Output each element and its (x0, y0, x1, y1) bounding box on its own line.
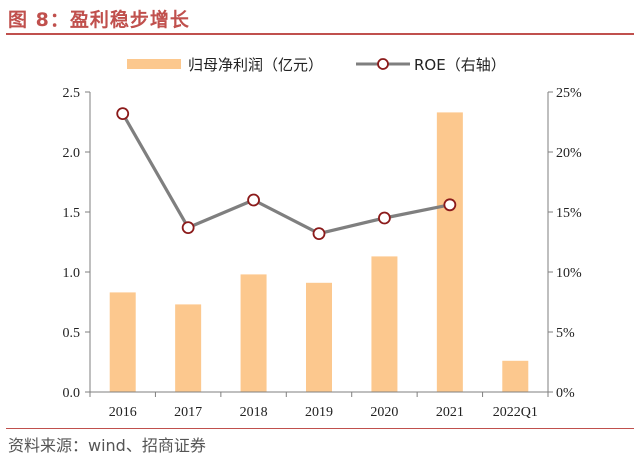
figure-header: 图 8：盈利稳步增长 (0, 0, 640, 35)
x-tick-label: 2022Q1 (493, 405, 538, 420)
y-left-tick-label: 0.0 (63, 386, 81, 401)
y-left-tick-label: 1.0 (63, 266, 81, 281)
x-tick-label: 2018 (240, 405, 268, 420)
y-left-tick-label: 1.5 (63, 206, 81, 221)
chart-legend: 归母净利润（亿元） ROE（右轴） (0, 52, 640, 76)
y-right-tick-label: 0% (556, 386, 575, 401)
roe-point (443, 198, 457, 212)
roe-point (378, 211, 391, 225)
roe-point (116, 107, 130, 120)
y-right-tick-label: 10% (556, 266, 582, 281)
roe-point (181, 221, 195, 235)
y-left-tick-label: 2.0 (63, 146, 81, 161)
x-tick-label: 2019 (305, 405, 333, 420)
legend-bar-swatch (127, 59, 181, 69)
x-tick-label: 2020 (370, 405, 398, 420)
x-tick-label: 2017 (174, 405, 202, 420)
y-right-tick-label: 5% (556, 326, 575, 341)
bottom-rule (6, 428, 634, 429)
bar (306, 282, 332, 392)
y-right-tick-label: 20% (556, 146, 582, 161)
roe-line (121, 112, 451, 236)
bar (502, 360, 529, 392)
bar (436, 112, 463, 393)
figure-title: 图 8：盈利稳步增长 (8, 9, 190, 31)
legend-bar-label: 归母净利润（亿元） (188, 56, 324, 74)
roe-point (247, 193, 260, 207)
y-right-tick-label: 25% (556, 86, 582, 101)
bar (109, 292, 136, 392)
x-tick-label: 2021 (436, 405, 464, 420)
y-left-tick-label: 2.5 (63, 86, 81, 101)
x-tick-label: 2016 (109, 405, 137, 420)
legend-line-swatch (356, 58, 410, 70)
y-left-tick-label: 0.5 (63, 326, 81, 341)
y-right-tick-label: 15% (556, 206, 582, 221)
roe-point (312, 227, 326, 241)
bar (371, 256, 398, 392)
title-rule (6, 33, 634, 35)
source-note: 资料来源：wind、招商证券 (8, 436, 206, 455)
legend-line-label: ROE（右轴） (414, 56, 506, 74)
bar (175, 304, 202, 392)
bar (240, 274, 267, 392)
